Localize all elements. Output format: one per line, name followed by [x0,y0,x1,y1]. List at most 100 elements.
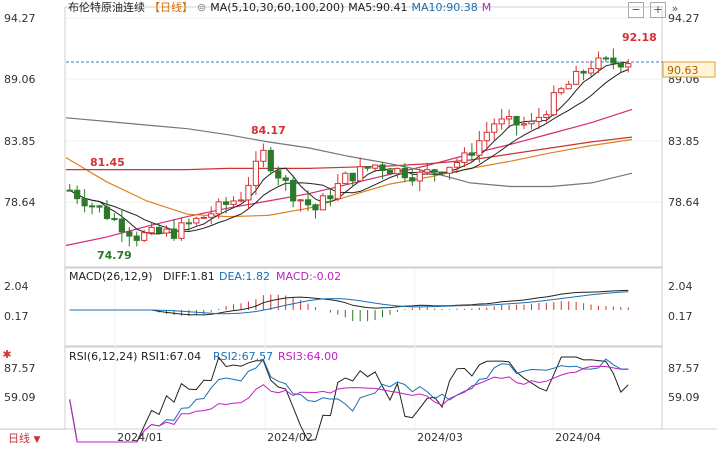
rsi-tick-label-left: 87.57 [4,362,36,375]
candle-body [126,231,133,237]
price-panel-frame [64,6,663,268]
price-tick-label-right: 78.64 [668,196,700,209]
candle-body [506,116,513,120]
candle-body [357,166,364,182]
plus-icon[interactable]: + [650,2,666,18]
candle-body [535,116,543,122]
price-tick-label-left: 78.64 [4,196,36,209]
ma200-line [65,117,633,188]
candlesticks [66,48,632,247]
rsi12-line [69,358,629,443]
rsi2-value: RSI2:67.57 [213,350,273,363]
macd-value: MACD:-0.02 [276,270,341,283]
rsi-panel: RSI(6,12,24) RSI1:67.04 RSI2:67.57 RSI3:64.… [69,350,629,443]
candle-body [155,226,163,234]
ma10-value: MA10:90.38 [411,1,478,14]
chevron-down-icon: ▼ [33,435,41,445]
candle-body [602,57,610,60]
current-price-label: 90.63 [667,64,699,77]
candle-body [587,68,595,74]
ma60-line [65,138,633,218]
candle-body [528,120,535,125]
candle-body [550,92,557,116]
candle-body [275,170,282,179]
candle-body [342,172,349,185]
candle-body [461,152,468,163]
candle-body [111,218,118,221]
rsi-params: RSI(6,12,24) [69,350,137,363]
candle-body [193,217,200,224]
candle-body [88,205,96,208]
candle-body [237,199,245,202]
candle-body [498,118,505,125]
ma10-line [69,69,629,233]
candle-body [185,222,192,225]
period-label[interactable]: 【日线】 [149,1,193,14]
x-tick-label: 2024/01 [117,431,163,444]
candle-body [245,184,252,201]
annotation-low: 74.79 [97,249,132,262]
candle-body [223,201,230,205]
macd-dea: DEA:1.82 [219,270,270,283]
moving-average-lines [65,61,633,247]
rsi3-value: RSI3:64.00 [278,350,338,363]
candle-body [163,228,170,234]
candle-body [483,131,490,142]
candle-body [118,218,125,233]
period-tab-label: 日线 [8,432,30,445]
x-tick-label: 2024/02 [267,431,313,444]
candle-body [304,199,312,206]
candle-body [290,179,297,202]
ma-more-label: M [481,1,492,14]
candle-body [491,123,498,133]
candle-body [349,172,356,182]
toggle-icon[interactable]: ⊜ [197,1,207,14]
candle-body [617,62,624,68]
rsi-tick-label-right: 59.09 [668,391,700,404]
instrument-title: 布伦特原油连续 [68,1,145,14]
expand-icon[interactable]: » [671,2,679,15]
ma5-line [69,61,629,235]
candle-body [170,228,178,239]
candle-body [267,149,274,172]
candle-body [141,232,148,241]
macd-panel-frame [64,267,663,347]
chart-header: 布伦特原油连续 【日线】 ⊜ MA(5,10,30,60,100,200) MA5:90… [68,1,495,15]
macd-params: MACD(26,12,9) [69,270,153,283]
dea-line [69,291,629,315]
price-tick-label-left: 83.85 [4,135,36,148]
candle-body [446,166,453,174]
candle-body [74,189,81,200]
x-tick-label: 2024/03 [417,431,463,444]
candle-body [96,205,103,208]
macd-panel: MACD(26,12,9) DIFF:1.81 DEA:1.82 MACD:-0.02 [69,270,629,322]
rsi6-line [69,356,629,443]
candle-body [252,160,260,186]
candle-body [558,88,565,94]
macd-tick-label-right: 2.04 [668,280,693,293]
diff-line [69,289,629,316]
rsi1-value: RSI1:67.04 [141,350,201,363]
settings-gear-icon[interactable]: ✱ [2,348,12,361]
period-tab[interactable]: 日线 ▼ [0,429,66,447]
candle-body [424,169,431,173]
candle-body [409,177,416,182]
candle-body [319,195,327,211]
rsi-tick-label-left: 59.09 [4,391,36,404]
minus-icon[interactable]: − [628,2,644,18]
ma100-line [66,136,633,171]
candle-body [260,149,267,162]
price-tick-label-left: 89.06 [4,73,36,86]
ma30-line [65,108,633,247]
candle-body [103,206,111,220]
macd-tick-label-left: 0.17 [4,310,29,323]
candle-body [215,201,222,215]
candle-body [468,152,475,156]
macd-diff: DIFF:1.81 [163,270,215,283]
macd-tick-label-left: 2.04 [4,280,29,293]
candle-body [416,171,423,182]
candle-body [610,57,617,64]
candle-body [431,169,438,173]
candle-body [364,166,371,169]
